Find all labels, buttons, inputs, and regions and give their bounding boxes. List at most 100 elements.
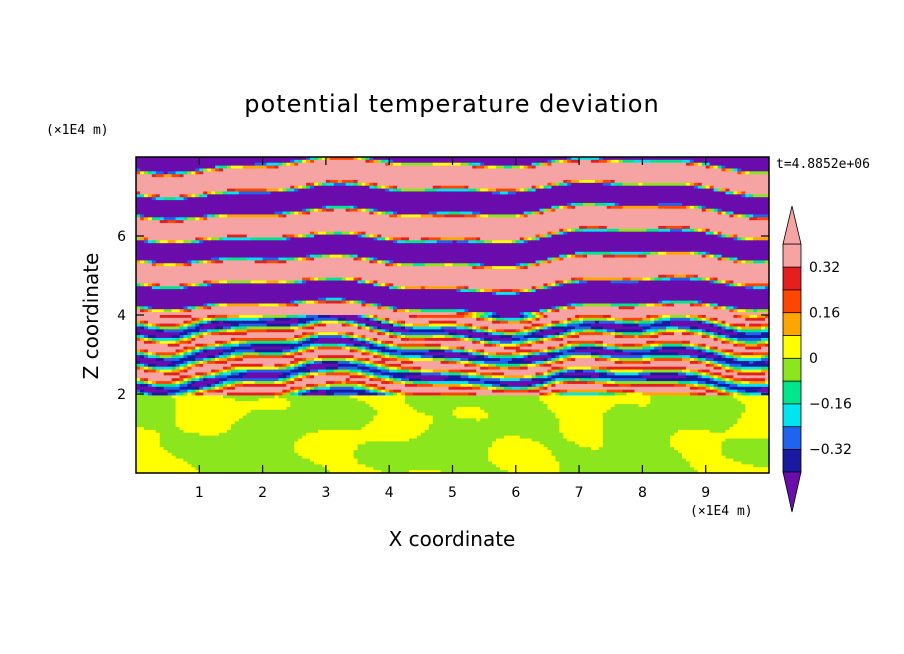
field-cell: [294, 168, 299, 172]
field-cell: [278, 202, 283, 207]
field-cell: [697, 177, 703, 181]
field-cell: [496, 159, 501, 164]
field-cell: [618, 171, 624, 175]
field-cell: [650, 208, 655, 213]
field-cell: [511, 211, 517, 216]
field-cell: [416, 188, 422, 193]
field-cell: [349, 159, 355, 164]
field-cell: [397, 188, 402, 193]
field-cell: [393, 185, 398, 190]
field-cell: [527, 205, 533, 210]
field-cell: [757, 174, 762, 178]
field-cell: [666, 162, 671, 167]
field-cell: [444, 188, 450, 193]
field-cell: [242, 159, 248, 164]
field-cell: [749, 174, 754, 178]
field-cell: [547, 191, 553, 195]
field-cell: [329, 205, 335, 210]
field-cell: [650, 188, 655, 193]
field-cell: [523, 200, 529, 204]
field-cell: [701, 185, 707, 190]
field-cell: [405, 211, 410, 216]
field-cell: [614, 194, 620, 198]
field-cell: [369, 179, 374, 184]
field-cell: [183, 185, 189, 190]
field-cell: [761, 197, 766, 201]
field-cell: [496, 197, 501, 201]
field-cell: [587, 197, 592, 201]
field-cell: [753, 162, 758, 167]
field-cell: [480, 202, 485, 207]
field-cell: [697, 162, 703, 167]
field-cell: [701, 168, 707, 172]
field-cell: [325, 171, 331, 175]
field-cell: [143, 159, 149, 164]
field-cell: [527, 168, 533, 172]
field-cell: [325, 179, 331, 184]
field-cell: [757, 179, 762, 184]
field-cell: [729, 191, 734, 195]
field-cell: [579, 208, 584, 213]
field-cell: [749, 159, 754, 164]
field-cell: [223, 165, 228, 170]
field-cell: [448, 197, 454, 201]
field-cell: [207, 159, 212, 164]
field-cell: [713, 202, 719, 207]
field-cell: [606, 208, 612, 213]
field-cell: [428, 171, 434, 175]
field-cell: [151, 191, 157, 195]
field-cell: [670, 177, 675, 181]
field-cell: [199, 159, 204, 164]
field-cell: [492, 191, 497, 195]
field-cell: [143, 168, 149, 172]
field-cell: [488, 182, 493, 187]
field-cell: [670, 171, 675, 175]
field-cell: [207, 205, 212, 210]
field-cell: [547, 168, 553, 172]
field-cell: [270, 168, 276, 172]
field-cell: [674, 157, 679, 161]
field-cell: [555, 185, 560, 190]
field-cell: [630, 191, 636, 195]
field-cell: [721, 182, 727, 187]
field-cell: [662, 179, 667, 184]
field-cell: [266, 174, 272, 178]
field-cell: [298, 159, 303, 164]
field-cell: [246, 174, 252, 178]
field-cell: [721, 211, 727, 216]
field-cell: [594, 177, 600, 181]
field-cell: [575, 157, 580, 161]
field-cell: [662, 162, 667, 167]
field-cell: [662, 194, 667, 198]
field-cell: [685, 168, 691, 172]
field-cell: [298, 197, 303, 201]
field-cell: [496, 168, 501, 172]
field-cell: [274, 177, 280, 181]
field-cell: [527, 208, 533, 213]
field-cell: [452, 162, 458, 167]
field-cell: [242, 200, 248, 204]
field-cell: [401, 202, 406, 207]
field-cell: [535, 159, 541, 164]
field-cell: [721, 191, 727, 195]
field-cell: [219, 159, 224, 164]
field-cell: [452, 200, 458, 204]
field-cell: [551, 179, 556, 184]
field-cell: [448, 174, 454, 178]
field-cell: [476, 165, 481, 170]
field-cell: [317, 191, 323, 195]
field-cell: [199, 191, 204, 195]
field-cell: [258, 191, 264, 195]
field-cell: [187, 185, 192, 190]
field-cell: [274, 162, 280, 167]
field-cell: [689, 179, 695, 184]
field-cell: [468, 168, 473, 172]
field-cell: [602, 208, 608, 213]
field-cell: [761, 179, 766, 184]
field-cell: [689, 202, 695, 207]
field-cell: [515, 188, 521, 193]
field-cell: [211, 165, 216, 170]
field-cell: [531, 202, 537, 207]
field-cell: [567, 197, 572, 201]
field-cell: [678, 200, 683, 204]
